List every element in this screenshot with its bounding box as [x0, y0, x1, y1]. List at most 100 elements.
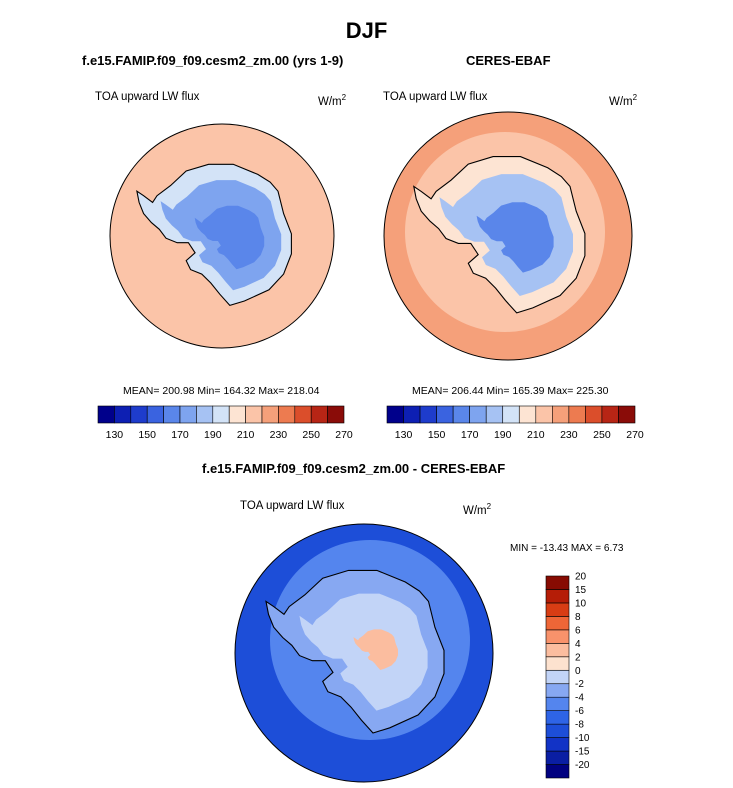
diff-colorbar-box: [545, 710, 570, 725]
colorbar-1-box: [327, 405, 345, 424]
panel-2-variable: TOA upward LW flux: [383, 91, 488, 103]
colorbar-1-box: [278, 405, 296, 424]
colorbar-1-box: [163, 405, 181, 424]
colorbar-2-box: [518, 405, 537, 424]
panel-2-title: CERES-EBAF: [466, 53, 551, 68]
colorbar-2-box: [386, 405, 404, 424]
diff-colorbar-tick-label: -4: [575, 693, 584, 704]
colorbar-2-tick-label: 210: [527, 429, 545, 441]
diff-colorbar-tick-label: 10: [575, 598, 587, 609]
diff-colorbar-box: [545, 589, 570, 604]
plateau-core: [194, 205, 265, 270]
diff-colorbar-tick-label: 20: [575, 572, 587, 583]
colorbar-1-box: [114, 405, 132, 424]
diff-colorbar-tick-label: 8: [575, 612, 581, 623]
map-2-border: [383, 111, 633, 361]
diff-colorbar-box: [545, 643, 570, 658]
colorbar-1-box: [245, 405, 263, 424]
diff-colorbar-box: [545, 656, 570, 671]
colorbar-1-box: [196, 405, 214, 424]
colorbar-1-box: [179, 405, 197, 424]
pole-field: [353, 629, 398, 670]
map-1-field: [110, 124, 334, 348]
diff-colorbar-box: [545, 723, 570, 738]
diff-colorbar-box: [545, 696, 570, 711]
colorbar-2-tick-label: 230: [560, 429, 578, 441]
diff-colorbar-tick-label: -15: [575, 747, 590, 758]
plateau-core: [476, 202, 554, 273]
colorbar-1-box: [212, 405, 230, 424]
map-1-border: [109, 123, 335, 349]
diff-colorbar-tick-label: 6: [575, 625, 581, 636]
diff-colorbar-tick-label: -8: [575, 720, 584, 731]
colorbar-1-tick-label: 230: [270, 429, 288, 441]
diff-colorbar-tick-label: 2: [575, 652, 581, 663]
colorbar-1-tick-label: 170: [171, 429, 189, 441]
colorbar-1-box: [261, 405, 279, 424]
diff-panel-variable: TOA upward LW flux: [240, 500, 345, 512]
colorbar-1-box: [97, 405, 115, 424]
diff-colorbar-tick-label: -10: [575, 733, 590, 744]
colorbar-2-tick-label: 150: [428, 429, 446, 441]
colorbar-2-box: [485, 405, 504, 424]
colorbar-2-box: [585, 405, 603, 424]
panel-1-stats: MEAN= 200.98 Min= 164.32 Max= 218.04: [123, 385, 320, 397]
colorbar-2-tick-label: 270: [626, 429, 644, 441]
diff-colorbar-box: [545, 616, 570, 631]
diff-colorbar-box: [545, 602, 570, 617]
colorbar-2-box: [601, 405, 619, 424]
colorbar-2-box: [568, 405, 586, 424]
panel-2-units: W/m2: [609, 93, 638, 108]
map-3-coastline: [265, 569, 445, 734]
colorbar-1-tick-label: 150: [138, 429, 156, 441]
colorbar-1-box: [228, 405, 246, 424]
colorbar-1-tick-label: 270: [335, 429, 353, 441]
diff-panel-title: f.e15.FAMIP.f09_f09.cesm2_zm.00 - CERES-…: [202, 461, 506, 476]
colorbar-2-box: [552, 405, 570, 424]
colorbar-2-box: [469, 405, 487, 424]
colorbar-1-tick-label: 190: [204, 429, 222, 441]
colorbar-1-box: [130, 405, 148, 424]
colorbar-1-box: [310, 405, 328, 424]
diff-colorbar-tick-label: 0: [575, 666, 581, 677]
diff-colorbar-tick-label: -6: [575, 706, 584, 717]
colorbar-2-box: [403, 405, 421, 424]
panel-1-title: f.e15.FAMIP.f09_f09.cesm2_zm.00 (yrs 1-9…: [82, 53, 344, 68]
colorbar-1-box: [146, 405, 164, 424]
map-2-field: [384, 112, 632, 360]
colorbar-2-box: [452, 405, 470, 424]
diff-colorbar-tick-label: 15: [575, 585, 587, 596]
colorbar-2-box: [618, 405, 636, 424]
diff-panel-units: W/m2: [463, 502, 492, 517]
panel-1-units: W/m2: [318, 93, 347, 108]
colorbar-1-tick-label: 250: [302, 429, 320, 441]
diff-colorbar-box: [545, 629, 570, 644]
diff-colorbar-box: [545, 669, 570, 685]
diff-colorbar-box: [545, 683, 570, 698]
panel-2-stats: MEAN= 206.44 Min= 165.39 Max= 225.30: [412, 385, 609, 397]
diff-colorbar-box: [545, 764, 570, 779]
colorbar-2-box: [436, 405, 454, 424]
panel-1-variable: TOA upward LW flux: [95, 91, 200, 103]
colorbar-2-tick-label: 190: [494, 429, 512, 441]
diff-panel-stats: MIN = -13.43 MAX = 6.73: [510, 543, 624, 554]
diff-colorbar-tick-label: -20: [575, 760, 590, 771]
diff-colorbar-box: [545, 737, 570, 752]
diff-colorbar-tick-label: -2: [575, 679, 584, 690]
map-3-border: [234, 523, 494, 783]
colorbar-1-tick-label: 130: [106, 429, 124, 441]
colorbar-2-box: [419, 405, 437, 424]
colorbar-2-tick-label: 130: [395, 429, 413, 441]
diff-colorbar-box: [545, 575, 570, 590]
map-1-coastline: [136, 163, 292, 307]
colorbar-1-box: [294, 405, 312, 424]
colorbar-2-tick-label: 170: [461, 429, 479, 441]
colorbar-2-tick-label: 250: [593, 429, 611, 441]
diff-colorbar-tick-label: 4: [575, 639, 581, 650]
diff-colorbar-box: [545, 750, 570, 765]
map-3-field: [235, 524, 493, 782]
colorbar-1-tick-label: 210: [237, 429, 255, 441]
interior-field: [299, 593, 428, 711]
colorbar-2-box: [535, 405, 553, 424]
